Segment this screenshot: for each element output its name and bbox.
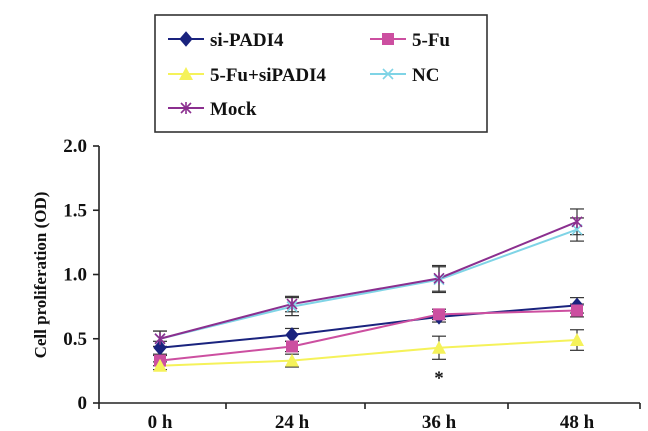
legend-item-5-fu-sipadi4: 5-Fu+siPADI4 — [168, 65, 327, 86]
y-ticks: 0 0.5 1.0 1.5 2.0 — [63, 136, 99, 414]
data-point-5-fu — [286, 340, 298, 353]
series-markers — [153, 215, 584, 372]
legend-frame — [154, 14, 488, 133]
legend-item-5-fu: 5-Fu — [370, 30, 450, 51]
data-point-mock — [154, 332, 166, 345]
legend-marker — [180, 102, 192, 114]
series-line-nc — [159, 228, 578, 340]
error-bars — [153, 208, 584, 371]
y-tick-label: 1.5 — [63, 200, 87, 221]
legend-item-nc: NC — [370, 65, 439, 86]
legend: si-PADI4 5-Fu 5-Fu+siPADI4 NC Mock — [154, 14, 488, 133]
data-point-5-fu-sipadi4 — [432, 340, 446, 354]
x-ticks: 0 h 24 h 36 h 48 h — [98, 403, 641, 431]
legend-item-si-padi4: si-PADI4 — [168, 30, 284, 51]
x-tick-label-24-h: 24 h — [275, 412, 310, 431]
data-point-5-fu-sipadi4 — [285, 353, 299, 367]
series-lines — [159, 220, 578, 367]
data-point-5-fu — [571, 304, 583, 317]
x-tick-label-36-h: 36 h — [422, 412, 457, 431]
legend-label: 5-Fu+siPADI4 — [210, 65, 327, 86]
series-line-5-fu — [159, 309, 578, 362]
x-tick-label-48-h: 48 h — [560, 412, 595, 431]
data-point-5-fu-sipadi4 — [153, 358, 167, 372]
data-point-5-fu — [433, 308, 445, 321]
legend-label: Mock — [210, 99, 257, 120]
data-point-mock — [571, 215, 583, 228]
legend-label: 5-Fu — [412, 30, 450, 51]
series-line-mock — [159, 220, 578, 340]
significance-annotation: * — [434, 368, 444, 389]
y-axis-label: Cell proliferation (OD) — [31, 192, 50, 359]
data-point-mock — [286, 298, 298, 311]
data-point-si-padi4 — [285, 327, 299, 343]
series-line-si-padi4 — [159, 304, 578, 349]
y-tick-label: 1.0 — [63, 265, 87, 286]
legend-item-mock: Mock — [168, 99, 257, 120]
y-tick-label: 0 — [78, 393, 88, 414]
legend-label: NC — [412, 65, 439, 86]
legend-marker — [382, 33, 394, 45]
legend-marker — [179, 31, 193, 47]
y-tick-label: 0.5 — [63, 329, 87, 350]
legend-marker — [179, 67, 193, 80]
data-point-5-fu-sipadi4 — [570, 333, 584, 347]
y-tick-label: 2.0 — [63, 136, 87, 157]
x-tick-label-0-h: 0 h — [148, 412, 173, 431]
legend-marker — [382, 68, 394, 80]
series-line-5-fu-sipadi4 — [159, 339, 578, 367]
legend-label: si-PADI4 — [210, 30, 284, 51]
data-point-mock — [433, 272, 445, 285]
annotations: * — [434, 368, 444, 389]
